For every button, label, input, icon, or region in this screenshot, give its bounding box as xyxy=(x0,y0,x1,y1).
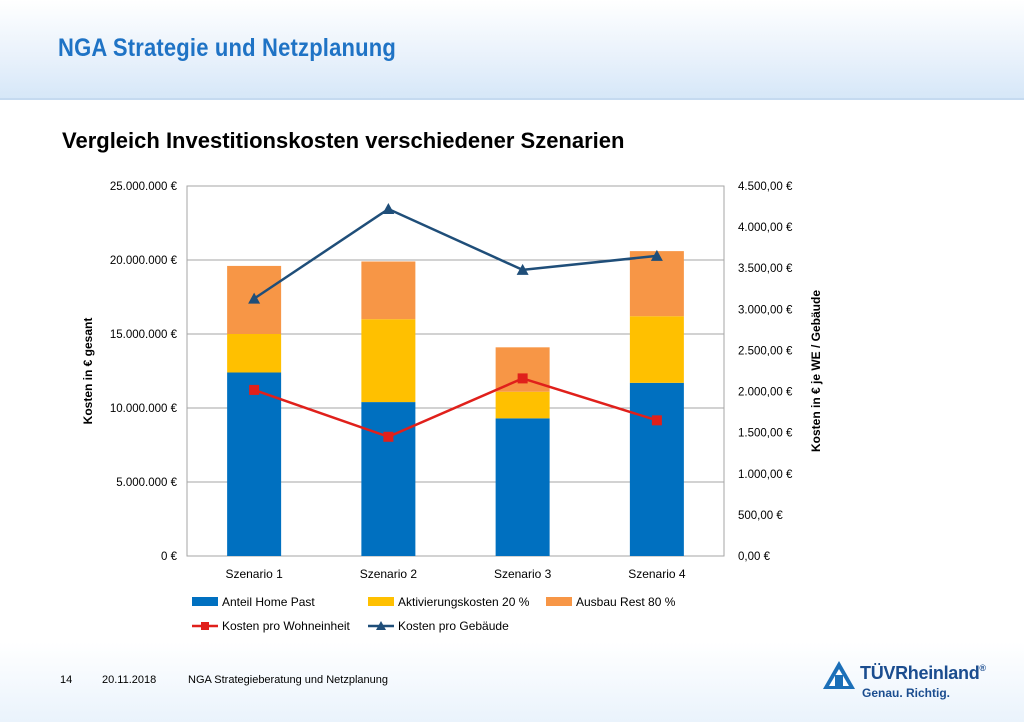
footer-label: NGA Strategieberatung und Netzplanung xyxy=(188,674,388,686)
line-point-square xyxy=(651,415,662,426)
line-point-square xyxy=(383,431,394,442)
bar-segment xyxy=(495,418,550,556)
series-line xyxy=(253,377,658,439)
line-point-triangle xyxy=(516,263,529,275)
legend-label: Ausbau Rest 80 % xyxy=(576,595,676,609)
category-label: Szenario 4 xyxy=(628,567,686,581)
left-axis-title: Kosten in € gesant xyxy=(81,318,95,425)
right-tick-label: 3.000,00 € xyxy=(738,304,793,316)
right-axis-title: Kosten in € je WE / Gebäude xyxy=(809,290,823,452)
slide-title: NGA Strategie und Netzplanung xyxy=(58,34,396,62)
legend-marker-triangle xyxy=(376,621,386,630)
legend-label: Aktivierungskosten 20 % xyxy=(398,595,530,609)
left-tick-label: 15.000.000 € xyxy=(110,329,178,341)
bar-segment xyxy=(227,334,282,373)
line-point-triangle xyxy=(382,203,395,215)
legend-swatch xyxy=(546,597,572,606)
category-label: Szenario 2 xyxy=(360,567,418,581)
logo-wordmark: TÜVRheinland® xyxy=(860,663,986,684)
legend-label: Anteil Home Past xyxy=(222,595,315,609)
category-label: Szenario 1 xyxy=(225,567,283,581)
logo-slogan: Genau. Richtig. xyxy=(862,686,951,700)
right-tick-label: 2.000,00 € xyxy=(738,387,793,399)
legend-label: Kosten pro Gebäude xyxy=(398,619,509,633)
bar-segment xyxy=(361,261,416,320)
legend-swatch xyxy=(192,597,218,606)
right-tick-label: 3.500,00 € xyxy=(738,263,793,275)
bar-segment xyxy=(361,402,416,556)
right-tick-label: 0,00 € xyxy=(738,551,771,563)
right-tick-label: 4.000,00 € xyxy=(738,222,793,234)
right-tick-label: 2.500,00 € xyxy=(738,345,793,357)
footer-date: 20.11.2018 xyxy=(102,674,157,686)
line-point-triangle xyxy=(650,249,663,261)
right-tick-label: 500,00 € xyxy=(738,510,783,522)
logo-name: TÜVRheinland xyxy=(860,663,980,683)
line-point-triangle xyxy=(248,292,261,304)
left-tick-label: 20.000.000 € xyxy=(110,255,178,267)
category-label: Szenario 3 xyxy=(494,567,552,581)
left-tick-label: 5.000.000 € xyxy=(116,477,177,489)
bar-segment xyxy=(361,319,416,403)
line-point-square xyxy=(249,384,260,395)
bar-segment xyxy=(227,372,282,556)
right-tick-label: 1.500,00 € xyxy=(738,428,793,440)
page-number: 14 xyxy=(60,674,73,686)
series-line xyxy=(253,207,658,300)
header-band xyxy=(0,0,1024,100)
legend-label: Kosten pro Wohneinheit xyxy=(222,619,351,633)
bar-segment xyxy=(629,316,684,383)
left-tick-label: 10.000.000 € xyxy=(110,403,178,415)
left-tick-label: 0 € xyxy=(161,551,178,563)
logo-registered: ® xyxy=(979,663,986,673)
legend-swatch xyxy=(368,597,394,606)
left-tick-label: 25.000.000 € xyxy=(110,181,178,193)
line-point-square xyxy=(517,373,528,384)
bar-segment xyxy=(495,391,550,419)
right-tick-label: 4.500,00 € xyxy=(738,181,793,193)
legend-marker-square xyxy=(201,622,209,630)
chart-subtitle: Vergleich Investitionskosten verschieden… xyxy=(62,128,625,153)
right-tick-label: 1.000,00 € xyxy=(738,469,793,481)
bar-segment xyxy=(629,251,684,317)
footer-band xyxy=(0,642,1024,722)
bar-segment xyxy=(629,382,684,556)
tuv-logo-icon xyxy=(823,661,855,689)
